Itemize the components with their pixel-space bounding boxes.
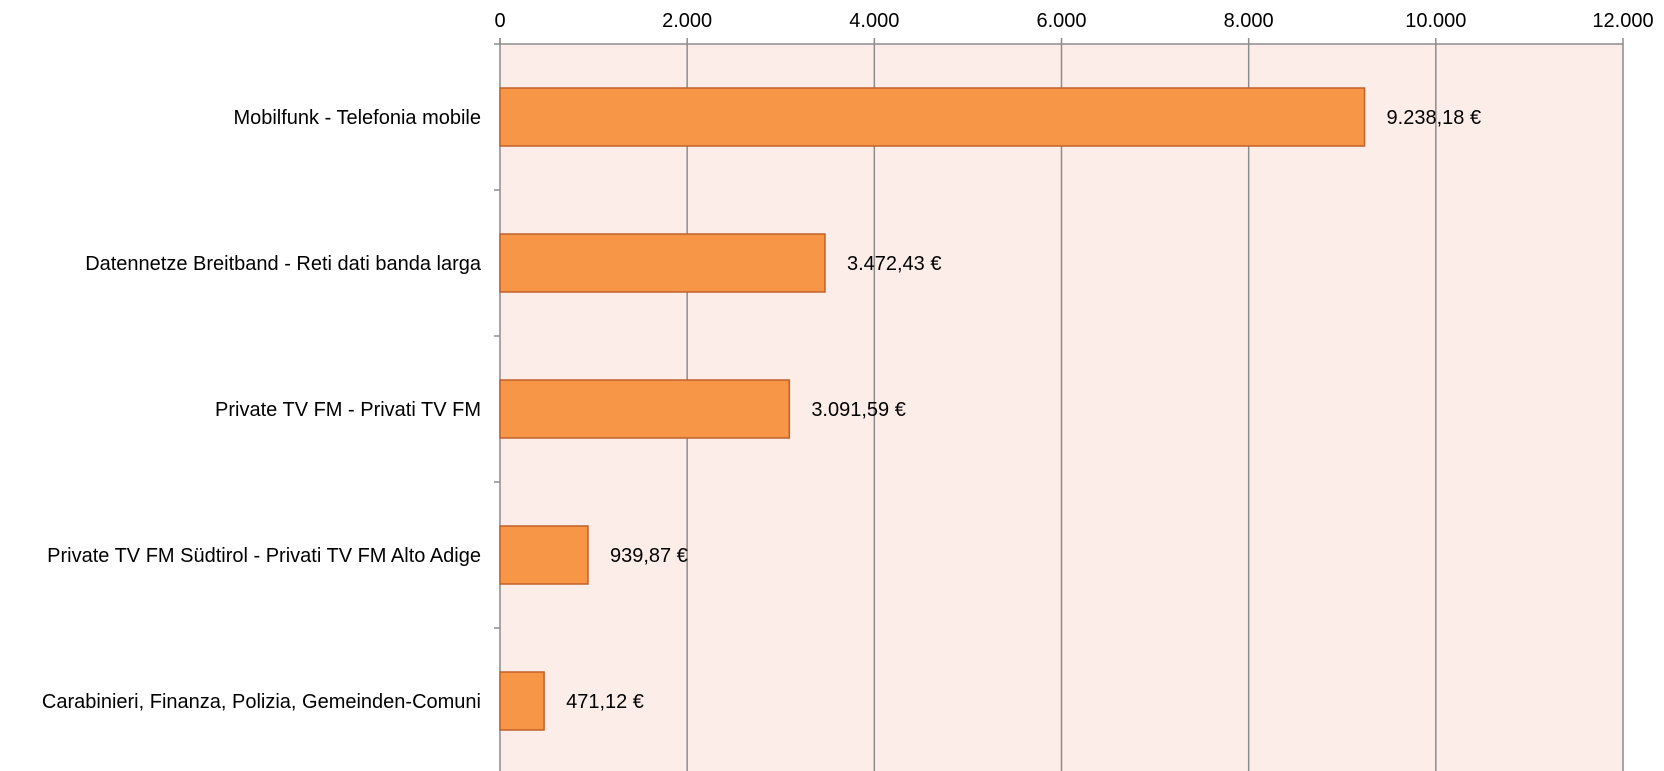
category-labels: Mobilfunk - Telefonia mobile Datennetze B… (42, 107, 482, 713)
category-label: Private TV FM Südtirol - Privati TV FM A… (47, 545, 481, 567)
category-label: Private TV FM - Privati TV FM (215, 399, 481, 421)
value-label: 3.472,43 € (847, 253, 942, 275)
bar (499, 233, 826, 293)
value-label: 9.238,18 € (1387, 107, 1482, 129)
x-tick-label: 4.000 (849, 10, 899, 32)
value-label: 939,87 € (610, 545, 688, 567)
bar (499, 525, 589, 585)
bar (499, 671, 545, 731)
gridlines (686, 44, 1624, 771)
x-tick-label: 8.000 (1224, 10, 1274, 32)
bars (499, 87, 1366, 731)
x-tick-label: 2.000 (662, 10, 712, 32)
bar (499, 87, 1366, 147)
bar (499, 379, 791, 439)
x-tick-label: 10.000 (1405, 10, 1466, 32)
x-tick-label: 6.000 (1036, 10, 1086, 32)
value-label: 471,12 € (566, 691, 644, 713)
value-labels: 9.238,18 € 3.472,43 € 3.091,59 € 939,87 € 47… (566, 107, 1481, 713)
category-label: Datennetze Breitband - Reti dati banda l… (85, 253, 482, 275)
x-tick-labels: 0 2.000 4.000 6.000 8.000 10.000 12.000 (494, 10, 1653, 32)
value-label: 3.091,59 € (811, 399, 906, 421)
x-tick-label: 0 (494, 10, 505, 32)
category-label: Carabinieri, Finanza, Polizia, Gemeinden… (42, 691, 481, 713)
category-label: Mobilfunk - Telefonia mobile (233, 107, 481, 129)
x-tick-label: 12.000 (1592, 10, 1653, 32)
